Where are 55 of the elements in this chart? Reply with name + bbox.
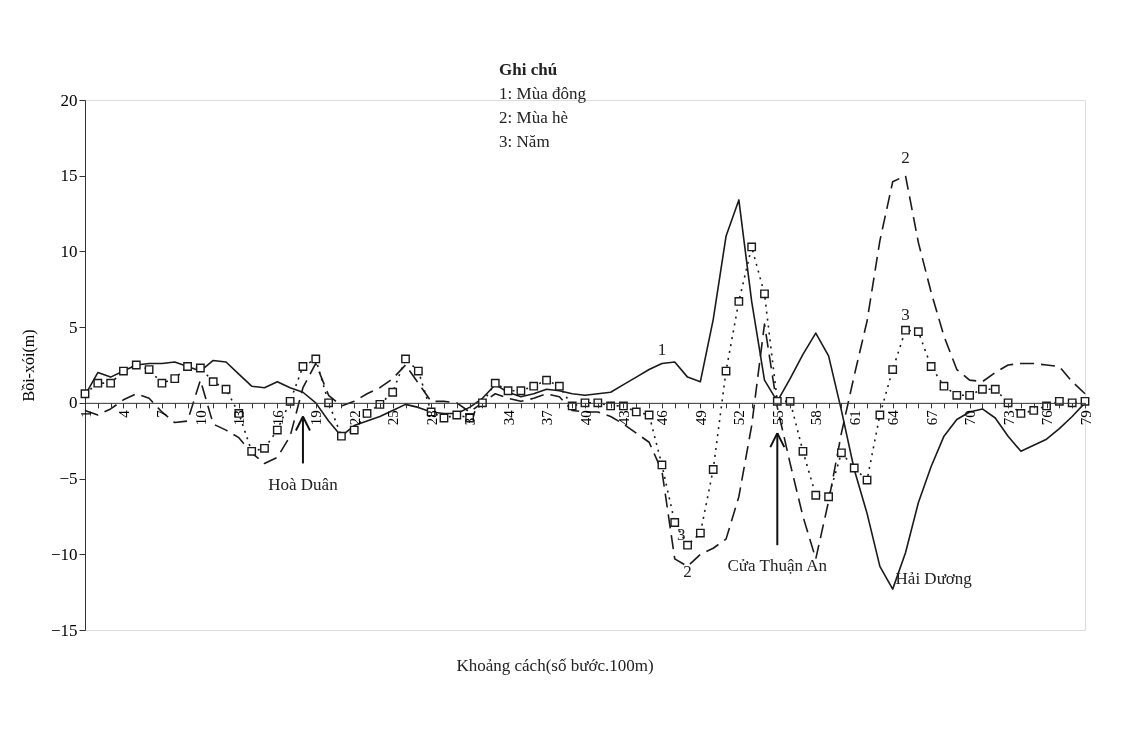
x-tick-label: 55 <box>769 410 786 426</box>
annotation: Hải Dương <box>895 568 973 588</box>
x-tick-label: 52 <box>731 410 748 426</box>
text: Ghi chú <box>499 59 558 79</box>
y-tick-label: 15 <box>60 166 78 186</box>
x-tick-label: 37 <box>539 409 556 426</box>
annotation: Cửa Thuận An <box>727 556 828 576</box>
x-tick-label: 64 <box>885 409 902 426</box>
annotation: Hoà Duân <box>268 474 339 494</box>
x-tick-label: 1 <box>77 410 94 418</box>
x-tick-label: 76 <box>1039 409 1056 426</box>
point <box>183 362 192 371</box>
annotation: 3: Năm <box>499 132 550 152</box>
x-tick-label: 22 <box>346 410 363 426</box>
x-tick-label: 58 <box>808 410 825 426</box>
point <box>131 360 141 370</box>
annotation: 3 <box>676 524 686 544</box>
x-tick-label: 73 <box>1000 410 1017 426</box>
point <box>478 398 487 408</box>
x-tick-label: 49 <box>692 410 709 426</box>
x-tick-label: 10 <box>192 410 209 426</box>
point <box>119 366 128 376</box>
y-tick-label: 10 <box>60 241 78 261</box>
y-tick-label: −15 <box>50 620 78 640</box>
annotation: 3 <box>901 305 910 325</box>
x-tick-label: 61 <box>846 410 863 426</box>
y-tick-label: −10 <box>50 544 78 564</box>
x-tick-label: 16 <box>269 409 286 426</box>
annotation: 1: Mùa đông <box>499 83 587 103</box>
x-tick-label: 28 <box>423 410 440 426</box>
y-tick-label: 20 <box>60 90 78 110</box>
x-tick-label: 40 <box>577 410 594 426</box>
x-tick-label: 4 <box>115 409 132 418</box>
x-tick-label: 67 <box>923 409 940 426</box>
x-tick-label: 43 <box>615 410 632 426</box>
x-tick-label: 70 <box>962 410 979 426</box>
annotation: 2 <box>683 562 692 582</box>
annotation: 2 <box>901 147 910 167</box>
y-axis-title: Bồi-xói(m) <box>19 329 38 402</box>
point <box>772 396 782 406</box>
x-tick-label: 25 <box>385 410 402 426</box>
x-axis-title: Khoảng cách(số bước.100m) <box>456 656 654 675</box>
x-tick-label: 13 <box>231 410 248 426</box>
x-tick-label: 46 <box>654 409 671 426</box>
x-tick-label: 31 <box>462 410 479 426</box>
annotation: 2: Mùa hè <box>499 108 569 128</box>
y-tick-label: 5 <box>69 317 78 337</box>
x-tick-label: 7 <box>154 409 171 418</box>
y-tick-label: −5 <box>59 469 78 489</box>
point <box>337 431 346 441</box>
annotation: 1 <box>657 339 667 359</box>
x-tick-label: 34 <box>500 409 517 426</box>
x-tick-label: 79 <box>1077 410 1094 426</box>
y-tick-label: 0 <box>69 393 78 413</box>
x-tick-label: 19 <box>308 410 325 426</box>
